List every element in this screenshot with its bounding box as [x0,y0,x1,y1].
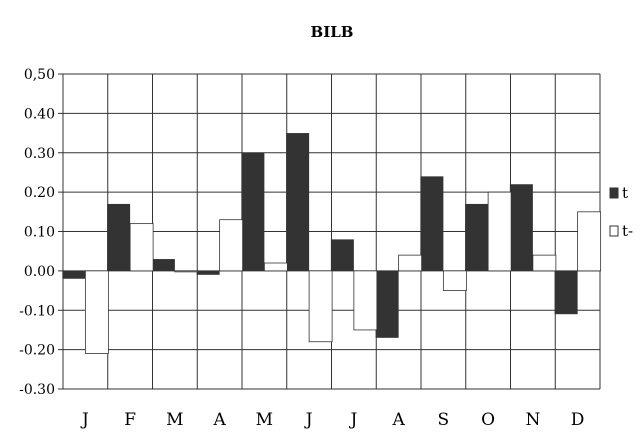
bar-t-minus-8 [442,270,467,291]
bar-t-minus-10 [532,254,557,272]
bar-t-10 [509,184,533,271]
y-axis-ticks: 0,50 0.40 0.30 0.20 0.10 0.00 -0.10 -0.20 -0.30 [19,67,55,398]
x-tick-label: J [348,410,357,430]
bar-t-minus-1 [129,223,154,272]
bar-t-minus-3 [219,219,244,272]
y-tick-label: 0.40 [24,106,55,122]
bar-t-2 [151,259,175,271]
bar-t-5 [286,133,310,271]
x-tick-label: F [124,410,136,430]
bar-t-minus-7 [398,254,423,272]
bar-t-minus-9 [487,191,512,272]
x-tick-label: M [166,410,183,430]
x-tick-label: O [481,410,495,430]
y-tick-label: 0.20 [24,185,55,201]
bars [62,133,602,354]
y-tick-label: 0,50 [24,67,55,83]
bar-t-3 [196,270,220,275]
bar-t-1 [107,203,131,271]
bar-t-7 [375,270,399,338]
y-tick-label: -0.20 [19,343,55,359]
bar-t-4 [241,152,265,271]
bar-t-minus-2 [174,270,199,273]
x-tick-label: A [212,410,226,430]
bar-t-minus-5 [308,270,333,343]
bar-t-9 [465,203,489,271]
x-tick-label: D [571,410,585,430]
legend-label-t: t [622,184,628,202]
x-tick-label: A [391,410,405,430]
bar-t-minus-0 [84,270,109,354]
y-tick-label: 0.30 [24,146,55,162]
x-tick-label: N [525,410,540,430]
x-tick-label: M [256,410,273,430]
x-tick-label: S [438,410,450,430]
y-tick-label: 0.00 [24,264,55,280]
y-tick-label: -0.10 [19,303,55,319]
bar-t-minus-4 [263,262,288,272]
x-tick-label: J [80,410,89,430]
legend-label-t-minus: t- [622,222,633,240]
bar-t-0 [62,270,86,279]
bar-t-minus-11 [577,211,602,272]
x-tick-label: J [304,410,313,430]
legend: t t- [609,184,633,240]
bar-t-minus-6 [353,270,378,331]
chart-title: BILB [311,23,354,41]
legend-swatch-t [609,187,619,199]
bar-t-8 [420,176,444,271]
y-tick-label: 0.10 [24,225,55,241]
legend-swatch-t-minus [609,225,619,237]
bar-t-11 [554,270,578,315]
y-tick-label: -0.30 [19,382,55,398]
bar-t-6 [330,239,354,271]
